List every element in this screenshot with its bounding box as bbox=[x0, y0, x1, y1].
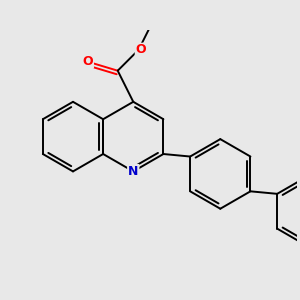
Text: O: O bbox=[135, 43, 146, 56]
Text: N: N bbox=[128, 165, 139, 178]
Text: O: O bbox=[83, 55, 93, 68]
